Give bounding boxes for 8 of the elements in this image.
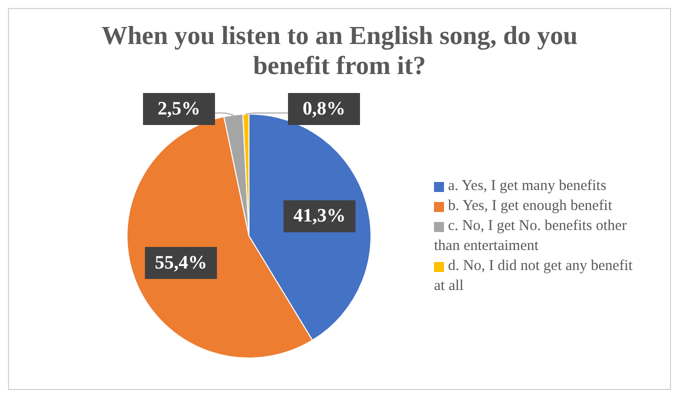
- legend-label: d. No, I did not get any benefit at all: [434, 258, 633, 294]
- data-label: 0,8%: [302, 98, 346, 120]
- data-label: 2,5%: [158, 98, 200, 120]
- chart-title: When you listen to an English song, do you benefit from it?: [100, 20, 579, 81]
- legend-label: a. Yes, I get many benefits: [448, 178, 606, 194]
- data-label: 55,4%: [154, 252, 208, 274]
- legend-label: b. Yes, I get enough benefit: [448, 198, 612, 214]
- data-label: 41,3%: [293, 206, 346, 227]
